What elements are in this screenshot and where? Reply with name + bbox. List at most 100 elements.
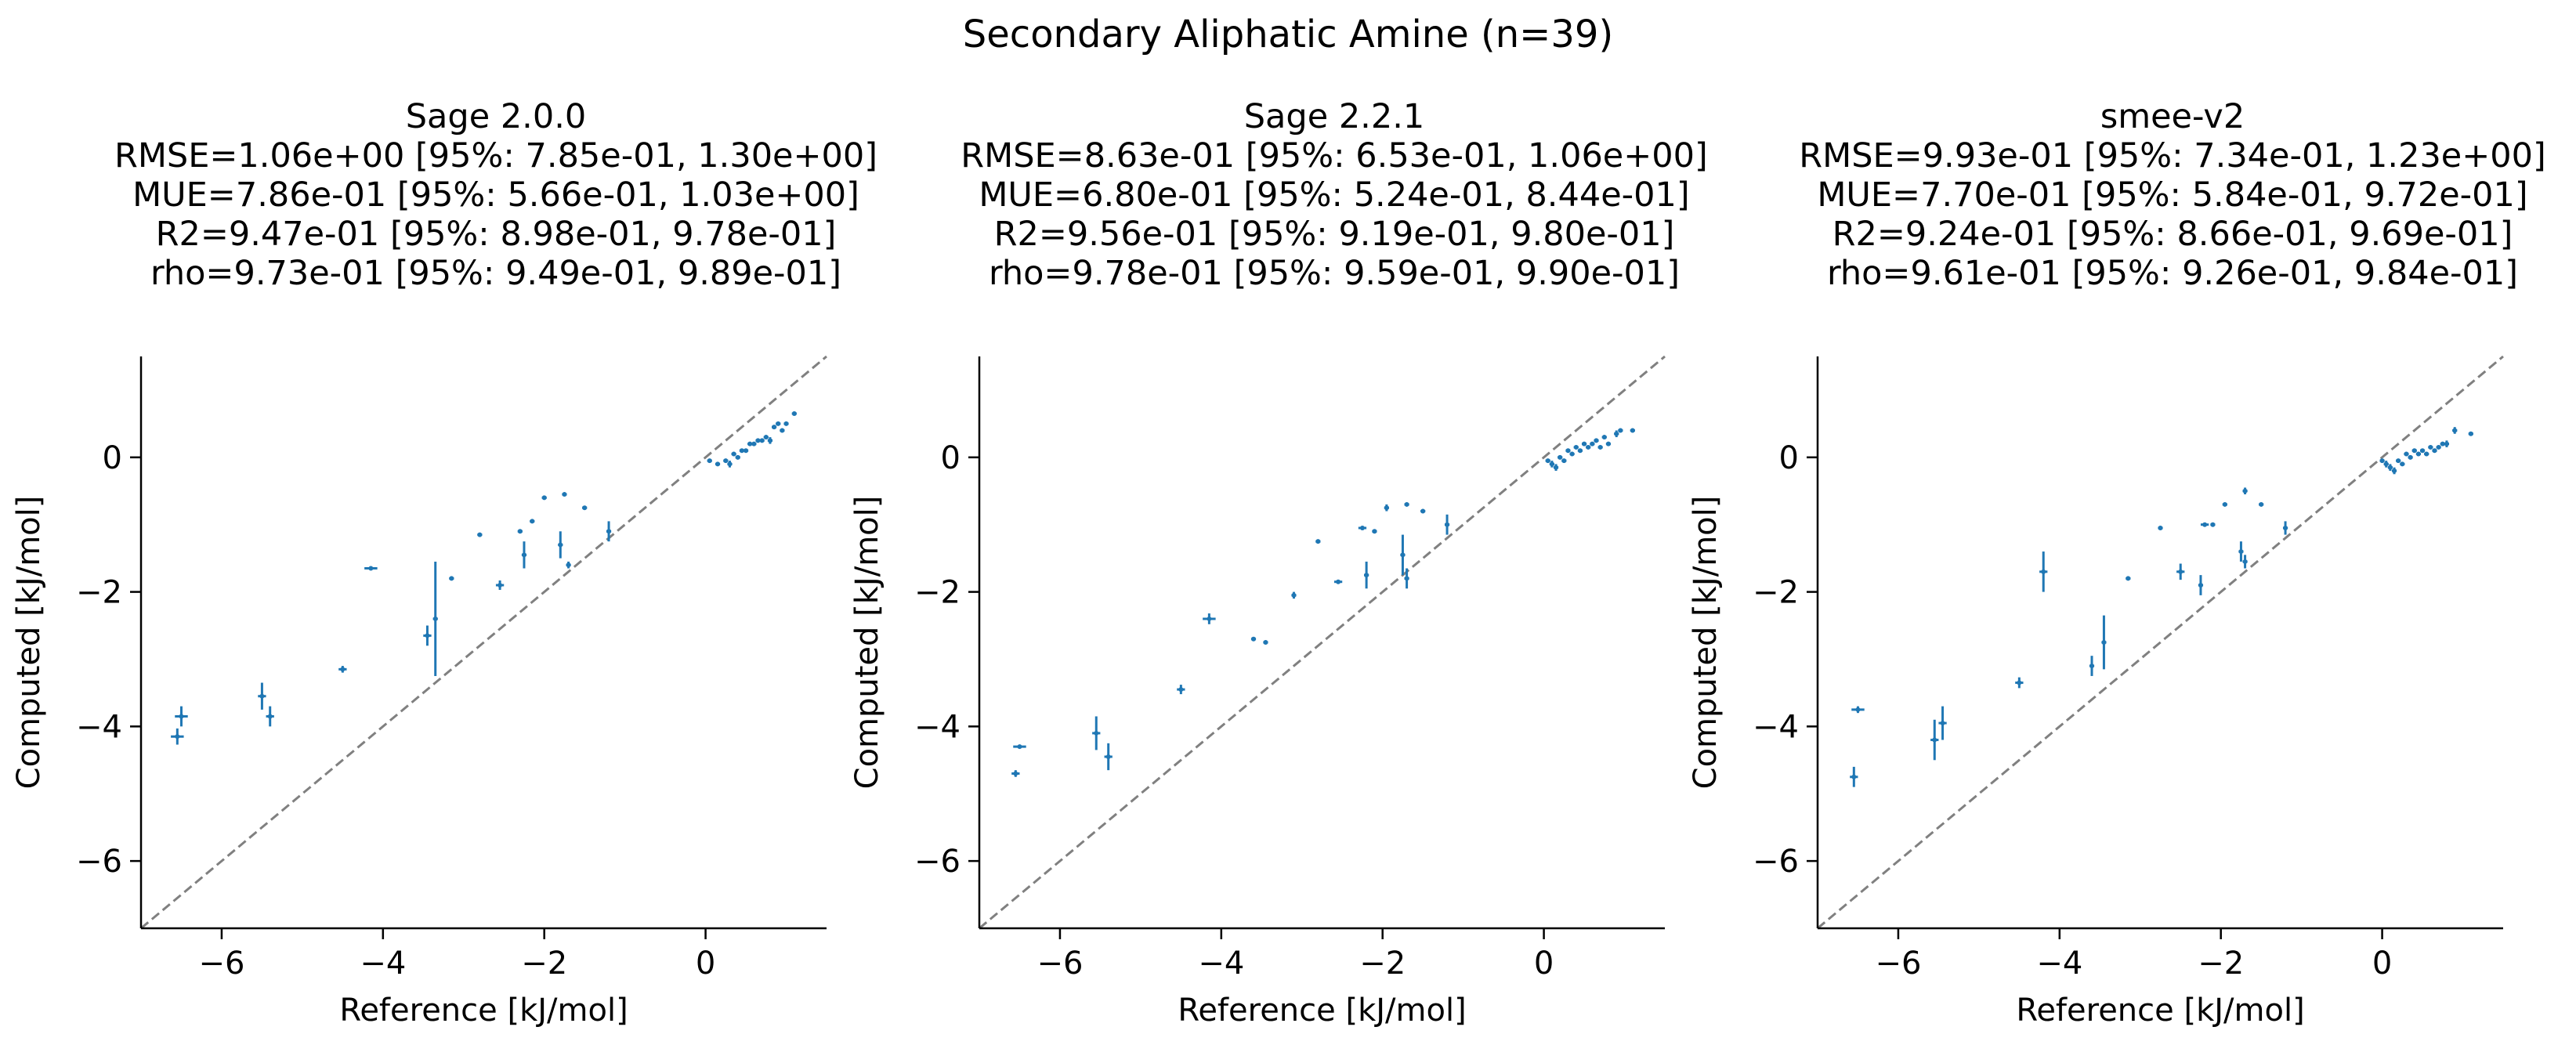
point-marker: [1364, 573, 1369, 578]
data-point: [1404, 501, 1409, 507]
point-marker: [1561, 458, 1567, 464]
x-tick-label: −4: [360, 946, 406, 982]
data-point: [338, 666, 347, 673]
identity-diagonal-line: [979, 355, 1666, 930]
data-point: [2436, 444, 2441, 450]
data-point: [2452, 427, 2458, 434]
data-point: [2383, 461, 2389, 468]
y-axis-label: Computed [kJ/mol]: [849, 496, 885, 790]
point-marker: [1549, 461, 1554, 467]
point-marker: [425, 633, 430, 638]
data-point: [2387, 464, 2393, 471]
point-marker: [2420, 448, 2426, 454]
point-marker: [1614, 431, 1619, 436]
point-marker: [566, 562, 571, 568]
point-marker: [707, 458, 712, 464]
data-point: [1590, 441, 1595, 447]
data-point: [1577, 448, 1583, 454]
data-point: [723, 458, 729, 464]
point-marker: [2238, 549, 2244, 555]
data-point: [449, 576, 454, 581]
data-point: [606, 521, 612, 542]
point-marker: [2041, 569, 2046, 574]
data-point: [517, 529, 523, 534]
x-tick-label: −6: [198, 946, 244, 982]
y-tick-label: −4: [914, 709, 961, 745]
x-tick-label: −6: [1037, 946, 1083, 982]
data-point: [477, 532, 483, 537]
data-point: [2222, 501, 2227, 507]
data-point: [2238, 541, 2244, 562]
data-point: [1597, 444, 1603, 450]
point-marker: [2222, 501, 2227, 507]
point-marker: [2408, 454, 2413, 460]
data-point: [727, 461, 733, 468]
x-tick-label: 0: [2372, 946, 2392, 982]
data-point: [2015, 677, 2024, 689]
data-point: [1013, 744, 1026, 750]
data-point: [2404, 451, 2409, 457]
data-point: [2419, 448, 2426, 454]
point-marker: [1855, 707, 1861, 712]
point-marker: [477, 532, 483, 537]
data-point: [2242, 555, 2248, 569]
point-marker: [259, 693, 265, 699]
y-tick-label: 0: [1779, 440, 1799, 476]
data-point: [1420, 508, 1426, 514]
x-axis-label: Reference [kJ/mol]: [2016, 993, 2304, 1029]
point-marker: [1372, 529, 1377, 534]
data-point: [707, 458, 712, 464]
point-marker: [1565, 448, 1571, 454]
scatter-panel-1: −6 −4 −2 0 −6 −4 −2 0 Reference [kJ/mol] Computed…: [11, 355, 827, 1029]
data-point: [1594, 438, 1599, 443]
point-marker: [340, 667, 346, 672]
x-tick-label: −2: [521, 946, 567, 982]
data-point: [1092, 716, 1101, 750]
data-point: [1586, 444, 1591, 450]
point-marker: [1263, 640, 1268, 645]
data-point: [582, 505, 588, 511]
stat-r2: R2=9.56e-01 [95%: 9.19e-01, 9.80e-01]: [993, 215, 1675, 254]
data-point: [1315, 539, 1321, 544]
data-point: [258, 682, 266, 710]
x-tick-label: 0: [696, 946, 715, 982]
point-marker: [530, 519, 535, 524]
data-point: [2101, 615, 2107, 670]
data-point: [2424, 451, 2429, 457]
point-marker: [1594, 438, 1599, 443]
data-point: [2039, 551, 2048, 592]
point-marker: [1597, 444, 1603, 450]
point-marker: [1445, 522, 1450, 527]
data-point: [521, 541, 527, 569]
point-marker: [1315, 539, 1321, 544]
point-marker: [776, 421, 781, 426]
data-point: [2428, 444, 2433, 450]
point-marker: [541, 495, 547, 501]
point-marker: [2242, 488, 2248, 494]
stat-mue: MUE=7.70e-01 [95%: 5.84e-01, 9.72e-01]: [1817, 175, 2528, 215]
data-point: [1581, 441, 1587, 447]
data-point: [1850, 766, 1858, 787]
y-tick-label: −2: [914, 575, 961, 611]
point-marker: [449, 576, 454, 581]
data-point: [2242, 487, 2248, 495]
data-point: [743, 448, 749, 454]
point-marker: [517, 529, 523, 534]
data-point: [566, 561, 571, 569]
data-point: [767, 437, 773, 444]
point-marker: [2259, 501, 2264, 507]
point-marker: [2158, 526, 2163, 530]
x-tick-label: 0: [1534, 946, 1554, 982]
x-axis-label: Reference [kJ/mol]: [339, 993, 628, 1029]
data-point: [1930, 719, 1939, 761]
data-point: [558, 531, 563, 559]
data-point: [1203, 613, 1216, 624]
panel-title-smee-v2: smee-v2 RMSE=9.93e-01 [95%: 7.34e-01, 1.…: [1742, 97, 2576, 293]
data-point: [432, 561, 438, 676]
point-marker: [1573, 444, 1579, 450]
data-point: [747, 441, 753, 447]
panel-name: Sage 2.0.0: [405, 97, 587, 136]
point-marker: [558, 542, 563, 548]
point-marker: [2415, 451, 2421, 457]
data-point: [495, 580, 505, 591]
